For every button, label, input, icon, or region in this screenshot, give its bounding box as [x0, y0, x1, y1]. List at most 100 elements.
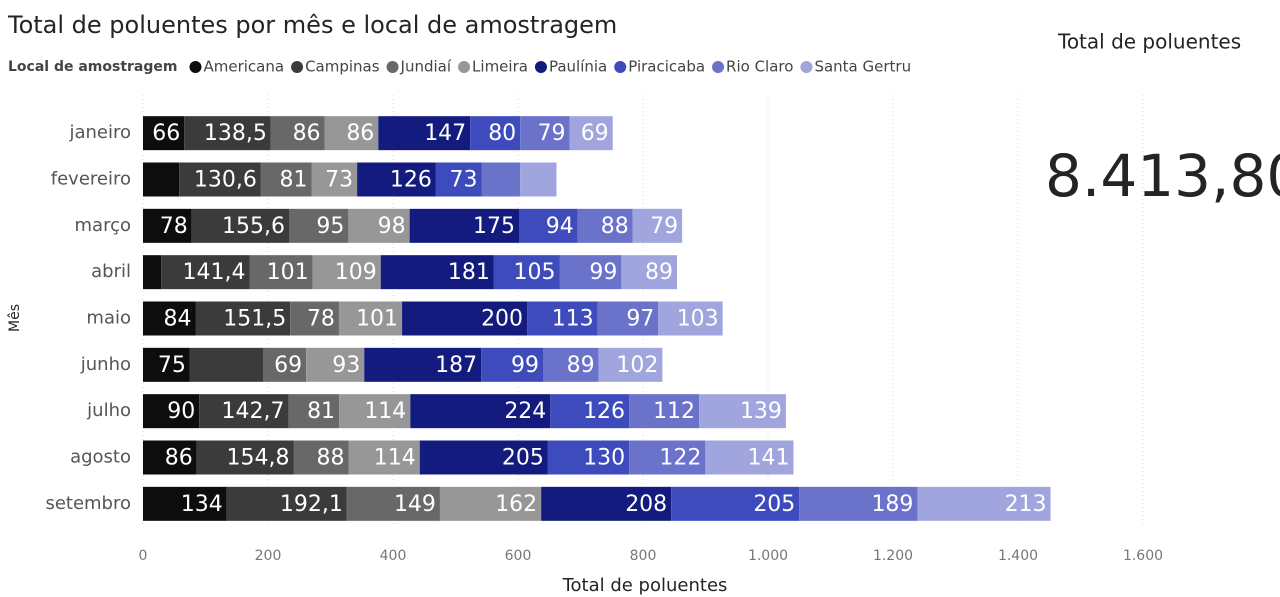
bar-segment: [311, 162, 358, 197]
bar-segment: [799, 486, 918, 521]
data-label: 81: [307, 399, 335, 424]
data-label: 99: [589, 260, 617, 285]
data-label: 75: [158, 353, 186, 378]
bar-segment: [543, 347, 599, 382]
data-label: 69: [581, 121, 609, 146]
x-tick-label: 1.600: [1123, 548, 1163, 564]
bar-segment: [410, 394, 551, 429]
chart-title: Total de poluentes por mês e local de am…: [7, 11, 617, 39]
data-label: 138,5: [204, 121, 267, 146]
bar-segment: [481, 347, 543, 382]
data-label: 78: [160, 214, 188, 239]
data-label: 98: [378, 214, 406, 239]
data-label: 149: [394, 492, 436, 517]
y-tick-label: março: [75, 215, 131, 236]
bar-segment: [435, 162, 482, 197]
data-label: 189: [871, 492, 913, 517]
data-label: 99: [511, 353, 539, 378]
data-label: 126: [390, 168, 432, 193]
bar-segment: [143, 394, 200, 429]
card-title: Total de poluentes: [1057, 30, 1241, 54]
data-label: 79: [650, 214, 678, 239]
legend-swatch: [458, 61, 471, 73]
legend-swatch: [534, 61, 547, 73]
data-label: 73: [325, 168, 353, 193]
data-label: 187: [435, 353, 477, 378]
data-label: 113: [552, 307, 594, 332]
data-label: 126: [583, 399, 625, 424]
legend-label: Americana: [203, 58, 284, 76]
legend-label: Piracicaba: [628, 58, 705, 76]
bar-segment: [632, 208, 683, 243]
bar-segment: [348, 208, 410, 243]
x-tick-label: 800: [630, 548, 657, 564]
bar-segment: [409, 208, 519, 243]
bar-segment: [199, 394, 289, 429]
bar-segment: [312, 255, 381, 290]
bar-segment: [569, 116, 613, 151]
card-value: 8.413,80: [1045, 142, 1280, 210]
bar-segment: [378, 116, 471, 151]
data-label: 192,1: [280, 492, 343, 517]
bar-segment: [324, 116, 379, 151]
data-label: 224: [504, 399, 546, 424]
bar-segment: [559, 255, 622, 290]
y-tick-label: fevereiro: [51, 169, 131, 190]
bar-segment: [419, 440, 548, 475]
data-label: 86: [293, 121, 321, 146]
bar-segment: [161, 255, 250, 290]
x-axis-title: Total de poluentes: [562, 575, 728, 596]
legend-label: Jundiaí: [400, 58, 452, 76]
data-label: 105: [514, 260, 556, 285]
data-label: 73: [450, 168, 478, 193]
data-label: 86: [165, 446, 193, 471]
data-label: 114: [364, 399, 406, 424]
legend-swatch: [800, 61, 813, 73]
data-label: 151,5: [223, 307, 286, 332]
y-tick-label: maio: [86, 308, 131, 329]
bar-segment: [629, 394, 700, 429]
legend-title: Local de amostragem: [8, 59, 177, 75]
bar-segment: [143, 162, 180, 197]
bar-segment: [470, 116, 521, 151]
data-label: 101: [267, 260, 309, 285]
x-tick-label: 600: [505, 548, 532, 564]
bar-segment: [191, 208, 289, 243]
data-label: 90: [167, 399, 195, 424]
bar-segment: [184, 116, 271, 151]
bar-segment: [143, 116, 185, 151]
data-label: 103: [677, 307, 719, 332]
bar-segment: [493, 255, 560, 290]
x-tick-label: 200: [255, 548, 282, 564]
bar-segment: [260, 162, 312, 197]
data-label: 142,7: [221, 399, 284, 424]
data-label: 89: [567, 353, 595, 378]
bar-segment: [402, 301, 528, 336]
y-tick-label: setembro: [45, 493, 131, 514]
legend-swatch: [291, 61, 304, 73]
legend-label: Campinas: [305, 58, 380, 76]
data-label: 181: [448, 260, 490, 285]
bar-segment: [339, 394, 411, 429]
bar-segment: [621, 255, 677, 290]
legend-label: Limeira: [472, 58, 528, 76]
bar-segment: [527, 301, 598, 336]
bar-segment: [293, 440, 349, 475]
bar-segment: [547, 440, 630, 475]
data-label: 66: [152, 121, 180, 146]
data-label: 86: [346, 121, 374, 146]
data-label: 80: [488, 121, 516, 146]
data-label: 175: [473, 214, 515, 239]
bar-segment: [306, 347, 365, 382]
data-label: 114: [374, 446, 416, 471]
data-label: 122: [659, 446, 701, 471]
data-label: 78: [307, 307, 335, 332]
bar-segment: [541, 486, 672, 521]
y-tick-label: agosto: [70, 447, 131, 468]
data-label: 81: [280, 168, 308, 193]
legend-swatch: [189, 61, 202, 73]
data-label: 154,8: [227, 446, 290, 471]
bar-segment: [249, 255, 313, 290]
data-label: 200: [481, 307, 523, 332]
